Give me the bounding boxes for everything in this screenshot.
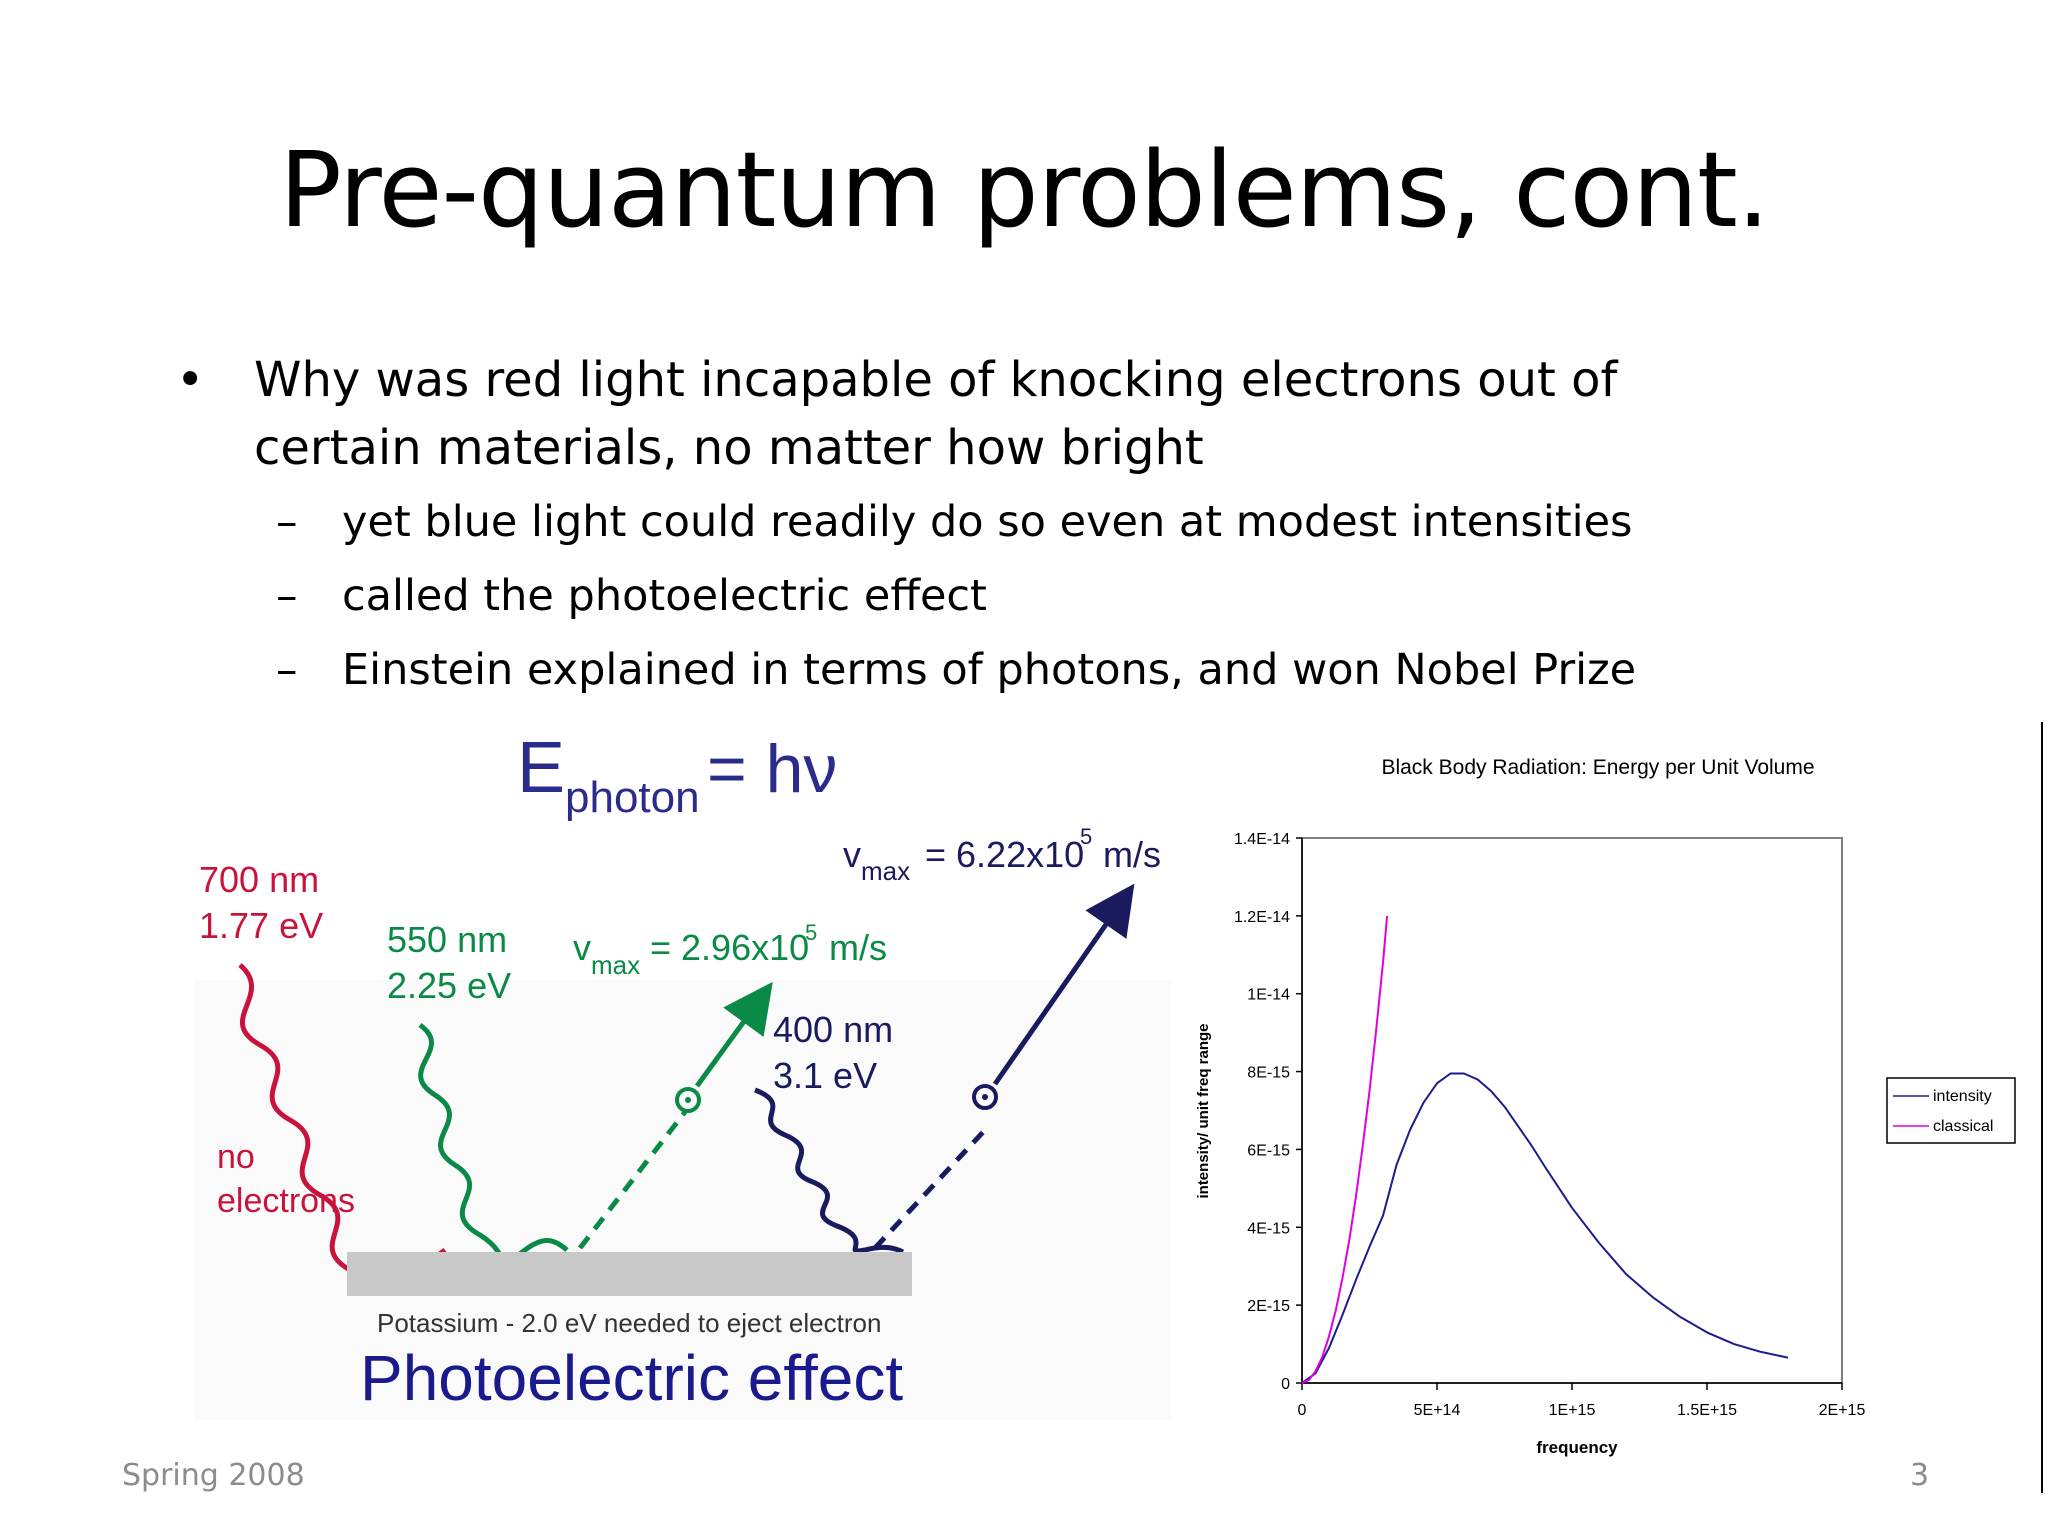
legend-label-intensity: intensity [1933,1088,1992,1105]
sub-bullet-text: Einstein explained in terms of photons, … [342,645,1637,695]
y-tick-label: 1.4E-14 [1234,831,1290,848]
slide-number: 3 [1910,1458,1930,1493]
y-tick-label: 0 [1281,1376,1290,1393]
no-electrons-line2: electrons [217,1182,355,1220]
blue-vmax-exponent: 5 [1080,824,1092,849]
potassium-plate [347,1252,912,1296]
main-bullet-text: Why was red light incapable of knocking … [254,352,1618,476]
legend-label-classical: classical [1933,1118,1993,1135]
series-group [1301,915,1789,1384]
x-tick-label: 5E+14 [1414,1402,1461,1419]
blue-vmax-subscript: max [861,856,910,886]
green-electron [675,1087,701,1113]
green-energy-label: 2.25 eV [387,965,511,1006]
blue-electron-core [982,1094,988,1100]
blue-vmax-value: = 6.22x10 [925,834,1084,875]
blue-vmax-unit: m/s [1103,834,1161,875]
blue-electron-arrow [992,883,1135,1086]
x-tick-label: 0 [1298,1402,1307,1419]
x-axis-label: frequency [1536,1438,1618,1457]
sub-bullet-dash: – [276,645,298,695]
green-wavelength-label: 550 nm [387,919,507,960]
blue-wavelength-label: 400 nm [773,1009,893,1050]
y-axis-label: intensity/ unit freq range [1195,1023,1212,1198]
footer-date: Spring 2008 [122,1458,305,1493]
series-line-intensity [1301,1072,1789,1384]
equation-rhs: = hν [707,731,837,807]
y-axis: 0 2E-15 4E-15 6E-15 8E-15 1E-14 1.2E-14 1.4E-14 [1234,831,1303,1393]
photoelectric-figure: E photon = hν 700 nm 1.77 eV no electron… [195,728,1170,1420]
slide-title: Pre-quantum problems, cont. [279,129,1770,251]
chart-title: Black Body Radiation: Energy per Unit Vo… [1381,756,1814,779]
figure-caption: Photoelectric effect [360,1342,903,1414]
sub-bullet-dash: – [276,571,298,621]
equation-subscript: photon [565,773,700,822]
sub-bullet-text: called the photoelectric effect [342,571,987,621]
no-electrons-line1: no [217,1138,255,1176]
sub-bullet-text: yet blue light could readily do so even … [342,497,1633,547]
blue-wave [754,1087,905,1255]
blackbody-chart: Black Body Radiation: Energy per Unit Vo… [1175,718,2048,1493]
blue-electron [972,1084,998,1110]
y-tick-label: 8E-15 [1247,1065,1290,1082]
green-vmax-symbol: v [573,927,591,968]
legend-box [1886,1077,2016,1144]
green-electron-arrow [694,981,773,1088]
plate-label: Potassium - 2.0 eV needed to eject elect… [377,1308,881,1338]
green-vmax-value: = 2.96x10 [650,927,809,968]
green-vmax-exponent: 5 [805,920,817,945]
green-electron-core [685,1097,691,1103]
y-tick-label: 1.2E-14 [1234,909,1290,926]
red-energy-label: 1.77 eV [199,905,323,946]
green-vmax-unit: m/s [829,927,887,968]
blue-electron-path [873,1128,987,1250]
y-tick-label: 6E-15 [1247,1142,1290,1159]
x-axis: 0 5E+14 1E+15 1.5E+15 2E+15 [1298,1382,1866,1419]
legend: intensity classical [1886,1077,2016,1144]
blue-energy-label: 3.1 eV [773,1055,877,1096]
sub-bullet-dash: – [276,497,298,547]
equation-e: E [517,728,565,808]
blue-vmax-symbol: v [843,834,861,875]
green-vmax-subscript: max [591,950,640,980]
x-tick-label: 1E+15 [1549,1402,1596,1419]
green-electron-path [578,1110,687,1250]
series-line-classical [1301,915,1389,1384]
y-tick-label: 4E-15 [1247,1220,1290,1237]
bullet-dot: • [176,352,205,408]
figure-background [195,980,1170,1420]
x-tick-label: 1.5E+15 [1677,1402,1737,1419]
y-tick-label: 2E-15 [1247,1298,1290,1315]
red-wavelength-label: 700 nm [199,859,319,900]
x-tick-label: 2E+15 [1819,1402,1866,1419]
y-tick-label: 1E-14 [1247,987,1290,1004]
